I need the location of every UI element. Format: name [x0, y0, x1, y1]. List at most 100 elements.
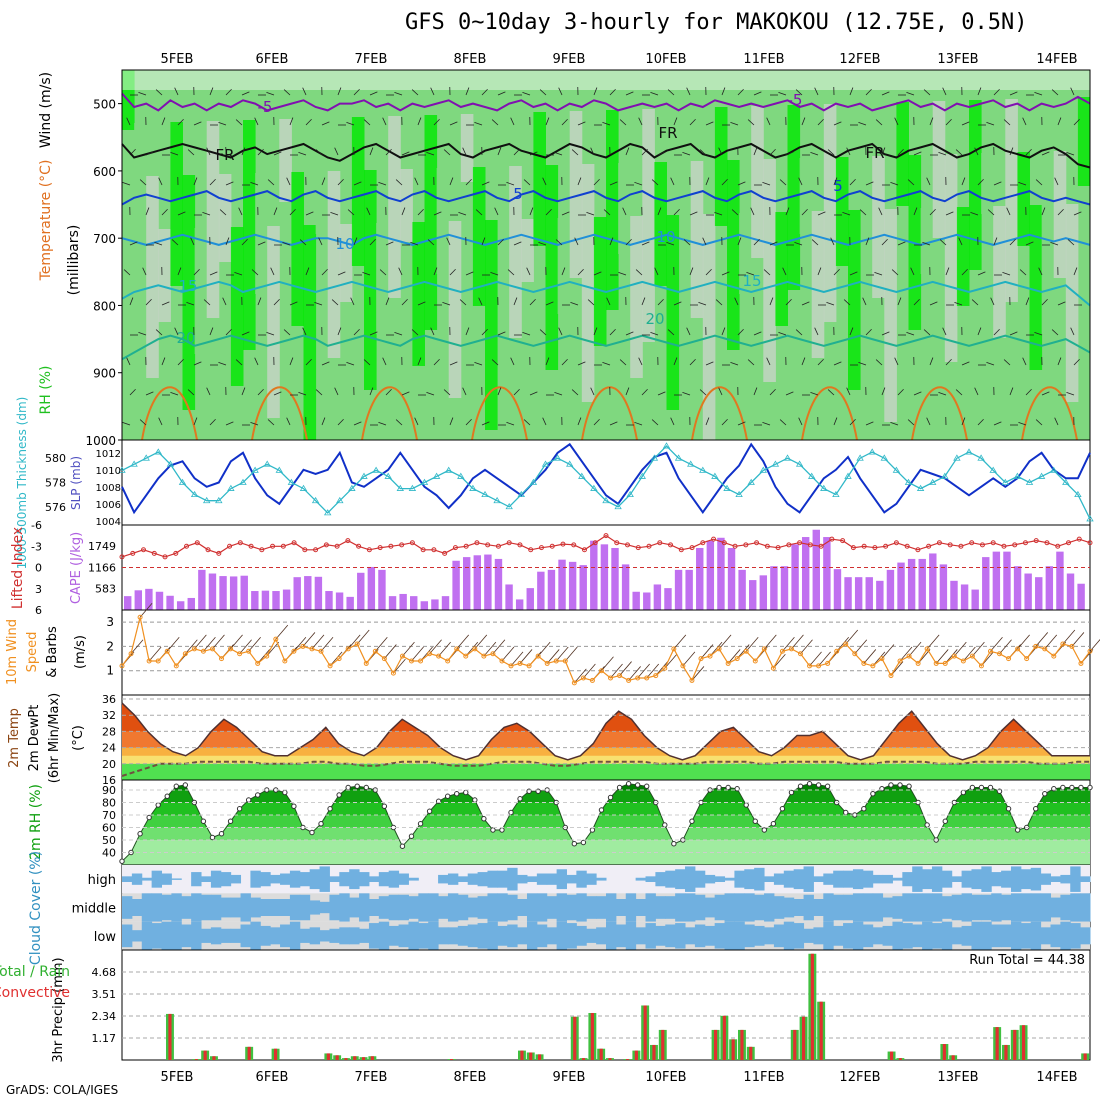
wind-barb [817, 211, 826, 216]
rh-marker [463, 789, 469, 796]
wind-barb [993, 328, 1000, 336]
lifted-index-marker [1076, 536, 1082, 542]
wind-barb [881, 147, 886, 156]
precip-tick-label: 2.34 [92, 1010, 117, 1023]
cape-bar [727, 547, 736, 610]
thickness-marker [1013, 472, 1022, 479]
wind-barb [737, 88, 744, 96]
lifted-index-marker [829, 536, 835, 542]
wind-barb [305, 267, 310, 276]
isotherm-line [121, 142, 1091, 169]
cloud-bar [359, 928, 370, 943]
wind-barb [878, 207, 883, 216]
wind-barb [449, 268, 456, 276]
wind-barb [849, 87, 854, 96]
wind-speed-marker [164, 648, 170, 654]
wind-barb [129, 297, 134, 306]
cloud-bar [447, 927, 459, 945]
rh-shade-cell [545, 165, 559, 370]
wind-barb [945, 358, 952, 366]
wind-barb [241, 147, 246, 156]
cloud-bar [1001, 894, 1012, 921]
wind-barb [497, 91, 506, 96]
cloud-bar [902, 893, 913, 922]
thickness-line [121, 445, 1091, 520]
cloud-bar [408, 877, 419, 881]
wind-barb [769, 297, 774, 306]
wind-barb [990, 297, 995, 306]
cloud-bar [329, 876, 340, 882]
cloud-bar [388, 894, 400, 921]
rh-shade-cell [860, 103, 873, 174]
wind-barb [702, 237, 707, 246]
cloud-bar [526, 893, 538, 922]
wind-speed-marker [1033, 643, 1039, 649]
cape-bar [939, 564, 948, 610]
contour-label: 20 [645, 310, 664, 328]
cloud-bar [951, 894, 963, 921]
lifted-index-marker [485, 542, 491, 548]
rh-marker [119, 858, 125, 864]
wind-barb [219, 209, 227, 216]
wind-barb [494, 207, 499, 216]
cloud-bar [210, 894, 222, 921]
cloud-bar [596, 877, 607, 881]
wind-barb [254, 357, 259, 366]
cloud-bar [1030, 867, 1042, 891]
rh-marker [245, 797, 252, 803]
wind-barb [875, 119, 883, 126]
wind-ylabel-part: Speed [25, 632, 40, 673]
thickness-marker [638, 472, 647, 479]
wind-barb [638, 117, 643, 126]
wind-barb-10m [1035, 632, 1049, 647]
wind-speed-marker [309, 646, 315, 652]
wind-barb [555, 239, 563, 246]
cloud-bar [704, 925, 716, 946]
wind-barb [801, 301, 810, 306]
rh-shade-cell [134, 123, 147, 254]
cloud-bar [497, 870, 508, 888]
wind-speed-marker [897, 658, 903, 664]
wind-barb [734, 297, 739, 306]
lifted-index-marker [452, 545, 458, 551]
wind-barb [305, 211, 314, 216]
wind-barb [378, 421, 387, 426]
wind-barb [977, 87, 982, 96]
wind-barb [974, 147, 979, 156]
x-tick-label-top: 11FEB [743, 52, 784, 67]
rh-shade-cell [654, 162, 667, 286]
rh-shade-cell [279, 119, 292, 202]
x-tick-label-top: 7FEB [355, 52, 388, 67]
rh-marker [218, 831, 225, 837]
wind-speed-marker [508, 663, 514, 669]
wind-barb [558, 327, 563, 336]
wind-barb [346, 121, 355, 126]
wind-speed-marker [626, 677, 632, 683]
wind-barb-10m [1089, 639, 1100, 652]
thickness-marker [227, 484, 235, 491]
wind-barb [778, 331, 787, 336]
thickness-marker [856, 454, 864, 461]
wind-barb [129, 388, 136, 396]
lifted-index-marker [958, 543, 964, 549]
precip-tick-label: 4.68 [92, 966, 117, 979]
precip-conv-bar [810, 953, 814, 1060]
thickness-marker [820, 484, 828, 491]
lifted-index-marker [549, 543, 555, 549]
cloud-bar [280, 924, 291, 948]
wind-barb [906, 331, 915, 336]
cape-bar [918, 558, 926, 610]
cloud-bar [813, 876, 824, 882]
lifted-index-marker [194, 540, 200, 546]
x-tick-label-top: 9FEB [553, 52, 586, 67]
x-tick-label-bottom: 10FEB [645, 1070, 686, 1085]
slp-tick-label: 1006 [96, 500, 121, 511]
thickness-marker [541, 460, 550, 467]
wind-barb [814, 327, 819, 336]
wind-barb [337, 327, 342, 336]
wind-barb [465, 418, 472, 426]
x-tick-label-top: 6FEB [256, 52, 289, 67]
cloud-bar [704, 874, 716, 884]
rh-shade-cell [243, 120, 256, 350]
cloud-bar [1030, 893, 1042, 922]
